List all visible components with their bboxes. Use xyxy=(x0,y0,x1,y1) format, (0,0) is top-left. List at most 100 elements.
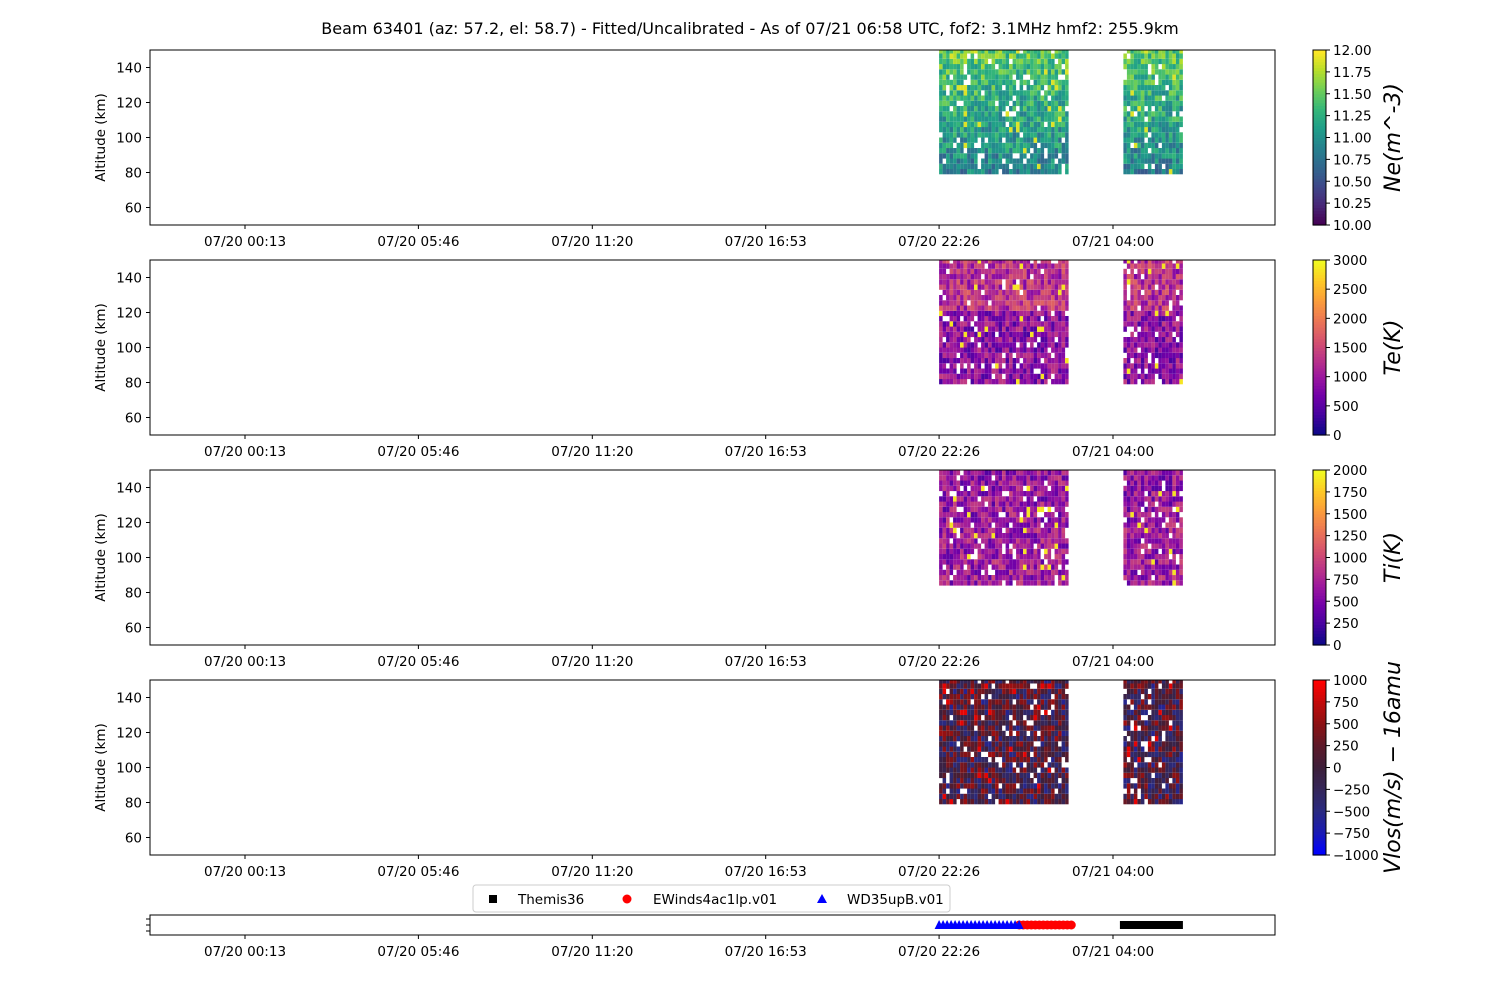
heatmap-cell xyxy=(1058,491,1062,497)
heatmap-cell xyxy=(995,373,999,380)
colorbar-segment xyxy=(1313,548,1326,553)
heatmap-cell xyxy=(1147,263,1152,269)
colorbar-segment xyxy=(1313,85,1326,89)
heatmap-cell xyxy=(967,554,971,560)
heatmap-cell xyxy=(949,347,954,353)
heatmap-cell xyxy=(942,688,947,695)
heatmap-cell xyxy=(977,741,982,747)
heatmap-cell xyxy=(1023,284,1027,290)
heatmap-cell xyxy=(1047,316,1052,322)
heatmap-cell xyxy=(1030,475,1034,481)
heatmap-cell xyxy=(1126,132,1131,138)
heatmap-cell xyxy=(1168,90,1173,96)
heatmap-cell xyxy=(1123,491,1127,497)
heatmap-cell xyxy=(1005,694,1010,700)
heatmap-cell xyxy=(1147,121,1152,128)
heatmap-cell xyxy=(1047,310,1052,317)
heatmap-cell xyxy=(1137,746,1141,752)
heatmap-cell xyxy=(967,368,971,374)
heatmap-cell xyxy=(1175,506,1180,513)
heatmap-cell xyxy=(1133,148,1138,154)
heatmap-cell xyxy=(1019,64,1024,70)
heatmap-cell xyxy=(1002,169,1006,175)
heatmap-cell xyxy=(1158,127,1162,133)
heatmap-cell xyxy=(1168,53,1173,59)
heatmap-cell xyxy=(960,704,964,710)
heatmap-cell xyxy=(939,564,943,570)
heatmap-cell xyxy=(949,121,954,128)
heatmap-cell xyxy=(1165,268,1169,275)
colorbar-segment xyxy=(1313,338,1326,343)
heatmap-cell xyxy=(946,53,950,59)
heatmap-cell xyxy=(974,279,978,285)
heatmap-cell xyxy=(1016,169,1020,175)
heatmap-cell xyxy=(984,778,989,784)
heatmap-cell xyxy=(1168,85,1173,91)
heatmap-cell xyxy=(1012,543,1017,549)
heatmap-cell xyxy=(960,688,964,695)
heatmap-cell xyxy=(953,260,957,264)
heatmap-cell xyxy=(1175,373,1180,380)
heatmap-cell xyxy=(1051,778,1055,784)
heatmap-cell xyxy=(1019,279,1024,285)
heatmap-cell xyxy=(1002,263,1006,269)
heatmap-cell xyxy=(1033,148,1038,154)
colorbar-segment xyxy=(1313,575,1326,579)
heatmap-cell xyxy=(1023,554,1027,560)
heatmap-cell xyxy=(1044,688,1048,695)
heatmap-cell xyxy=(981,127,985,133)
heatmap-cell xyxy=(1154,132,1159,138)
heatmap-cell xyxy=(953,331,957,338)
heatmap-cell xyxy=(988,496,992,502)
heatmap-cell xyxy=(1154,326,1159,332)
heatmap-cell xyxy=(998,368,1003,374)
heatmap-cell xyxy=(1026,683,1031,689)
heatmap-cell xyxy=(974,95,978,101)
colorbar-tick-label: 0 xyxy=(1333,428,1342,444)
heatmap-cell xyxy=(1040,496,1045,502)
heatmap-cell xyxy=(1019,158,1024,164)
heatmap-cell xyxy=(967,326,971,332)
heatmap-cell xyxy=(1158,305,1162,311)
heatmap-cell xyxy=(995,543,999,549)
heatmap-cell xyxy=(1123,268,1127,275)
heatmap-cell xyxy=(1165,95,1169,101)
heatmap-cell xyxy=(1026,554,1031,560)
colorbar-segment xyxy=(1313,155,1326,159)
heatmap-cell xyxy=(1126,680,1131,684)
heatmap-cell xyxy=(1054,64,1059,70)
heatmap-cell xyxy=(1012,116,1017,122)
heatmap-cell xyxy=(1005,53,1010,59)
heatmap-cell xyxy=(956,79,961,86)
heatmap-cell xyxy=(1165,496,1169,502)
heatmap-cell xyxy=(1158,53,1162,59)
heatmap-cell xyxy=(1137,58,1141,65)
heatmap-cell xyxy=(1133,799,1138,805)
heatmap-cell xyxy=(1130,522,1134,528)
heatmap-cell xyxy=(939,268,943,275)
heatmap-cell xyxy=(1051,496,1055,502)
heatmap-cell xyxy=(949,485,954,492)
heatmap-cell xyxy=(1123,470,1127,476)
heatmap-cell xyxy=(1179,85,1183,91)
heatmap-cell xyxy=(974,289,978,296)
heatmap-cell xyxy=(1179,475,1183,481)
heatmap-cell xyxy=(977,53,982,59)
heatmap-cell xyxy=(942,741,947,747)
heatmap-cell xyxy=(963,496,968,502)
heatmap-cell xyxy=(1147,379,1152,385)
heatmap-cell xyxy=(1154,95,1159,101)
heatmap-cell xyxy=(1158,757,1162,763)
heatmap-cell xyxy=(1154,106,1159,112)
heatmap-cell xyxy=(995,268,999,275)
heatmap-cell xyxy=(1009,289,1013,296)
heatmap-cell xyxy=(942,274,947,280)
heatmap-cell xyxy=(1002,736,1006,742)
colorbar-segment xyxy=(1313,292,1326,296)
heatmap-cell xyxy=(1179,337,1183,343)
heatmap-cell xyxy=(1165,90,1169,96)
heatmap-cell xyxy=(1002,767,1006,773)
heatmap-cell xyxy=(1026,496,1031,502)
heatmap-cell xyxy=(1130,709,1134,716)
heatmap-cell xyxy=(1144,326,1148,332)
